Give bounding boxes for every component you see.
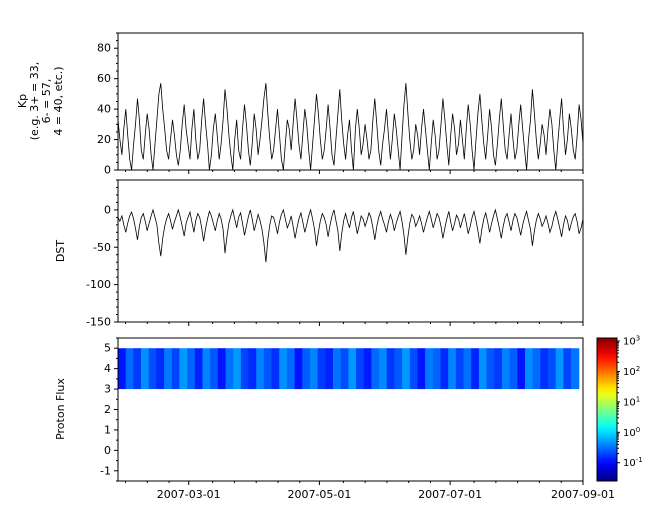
y-tick-label: 4 xyxy=(104,362,111,375)
y-tick-label: -100 xyxy=(86,278,111,291)
proton-flux-band-column xyxy=(432,348,442,390)
proton-flux-band-column xyxy=(455,348,465,390)
proton-flux-band-column xyxy=(271,348,280,390)
proton-flux-band-column xyxy=(179,348,188,390)
proton-flux-band-column xyxy=(563,348,572,390)
kp-series-line xyxy=(117,83,584,171)
proton-flux-band-column xyxy=(417,348,426,390)
proton-flux-band-column xyxy=(440,348,449,390)
proton-flux-band-column xyxy=(340,348,349,390)
y-tick-label: -1 xyxy=(100,464,111,477)
proton-flux-band-column xyxy=(548,348,557,390)
proton-flux-band-column xyxy=(148,348,157,390)
proton-flux-band-column xyxy=(379,348,388,390)
y-tick-label: 40 xyxy=(97,103,111,116)
proton-flux-band-column xyxy=(571,348,580,390)
proton-flux-band-column xyxy=(202,348,211,390)
proton-flux-band-column xyxy=(286,348,296,390)
x-tick-label: 2007-07-01 xyxy=(418,488,482,501)
colorbar-tick-label: 100 xyxy=(623,426,640,439)
proton-flux-band-column xyxy=(263,348,273,390)
y-tick-label: 3 xyxy=(104,383,111,396)
proton-flux-band-column xyxy=(532,348,541,390)
proton-flux-band-column xyxy=(141,348,150,390)
proton-flux-band-column xyxy=(509,348,518,390)
x-tick-label: 2007-05-01 xyxy=(287,488,351,501)
proton-flux-band-column xyxy=(425,348,434,390)
y-tick-label: 0 xyxy=(104,203,111,216)
y-tick-label: -50 xyxy=(93,241,111,254)
proton-flux-band-column xyxy=(501,348,511,390)
x-tick-label: 2007-03-01 xyxy=(157,488,221,501)
proton-flux-band-column xyxy=(363,348,372,390)
proton-flux-band-column xyxy=(279,348,288,390)
colorbar-frame xyxy=(596,337,618,482)
y-tick-label: 0 xyxy=(104,164,111,177)
proton-flux-band-column xyxy=(294,348,303,390)
y-tick-label: 1 xyxy=(104,423,111,436)
proton-flux-band-column xyxy=(302,348,311,390)
panel-frame xyxy=(117,32,584,171)
proton-flux-band-column xyxy=(348,348,357,390)
proton-flux-band-column xyxy=(248,348,257,390)
proton-flux-band-column xyxy=(171,348,181,390)
proton-flux-band-column xyxy=(471,348,480,390)
proton-flux-band-column xyxy=(402,348,411,390)
proton-flux-band-column xyxy=(555,348,564,390)
proton-flux-band-column xyxy=(517,348,526,390)
proton-flux-band-column xyxy=(225,348,234,390)
proton-flux-band-column xyxy=(494,348,503,390)
dst-series-line xyxy=(117,208,584,263)
y-tick-label: 5 xyxy=(104,342,111,355)
proton-flux-band-column xyxy=(325,348,334,390)
proton-flux-band-column xyxy=(156,348,165,390)
colorbar-tick-label: 103 xyxy=(623,335,640,348)
panel-frame xyxy=(117,179,584,323)
proton-flux-band-column xyxy=(409,348,419,390)
proton-flux-axis-label: Proton Flux xyxy=(54,378,67,440)
proton-flux-band-column xyxy=(233,348,242,390)
proton-flux-band-column xyxy=(371,348,380,390)
proton-flux-band-column xyxy=(394,348,403,390)
proton-flux-band-column xyxy=(524,348,534,390)
colorbar xyxy=(597,338,617,481)
proton-flux-band-column xyxy=(217,348,227,390)
proton-flux-band-column xyxy=(125,348,134,390)
proton-flux-band-column xyxy=(486,348,495,390)
y-tick-label: 2 xyxy=(104,403,111,416)
proton-flux-band-column xyxy=(240,348,250,390)
proton-flux-band-column xyxy=(540,348,549,390)
proton-flux-band-column xyxy=(386,348,396,390)
kp-axis-label: Kp (e.g. 3+ = 33, 6- = 57, 4 = 40, etc.) xyxy=(16,26,67,176)
y-tick-label: 20 xyxy=(97,133,111,146)
proton-flux-band-column xyxy=(448,348,457,390)
proton-flux-band-column xyxy=(333,348,342,390)
proton-flux-band-column xyxy=(133,348,142,390)
proton-flux-band-column xyxy=(194,348,204,390)
y-tick-label: 60 xyxy=(97,72,111,85)
proton-flux-band-column xyxy=(356,348,365,390)
proton-flux-band-column xyxy=(256,348,265,390)
colorbar-tick-label: 101 xyxy=(623,395,640,408)
y-tick-label: -150 xyxy=(86,316,111,329)
dst-axis-label: DST xyxy=(54,239,67,263)
proton-flux-band-column xyxy=(463,348,472,390)
proton-flux-band-column xyxy=(309,348,319,390)
proton-flux-band-column xyxy=(210,348,219,390)
proton-flux-band-column xyxy=(478,348,488,390)
y-tick-label: 80 xyxy=(97,42,111,55)
x-tick-label: 2007-09-01 xyxy=(551,488,615,501)
colorbar-tick-label: 102 xyxy=(623,365,640,378)
colorbar-tick-label: 10-1 xyxy=(623,456,643,469)
kp-axis-label-line: 4 = 40, etc.) xyxy=(52,66,65,136)
proton-flux-band-column xyxy=(317,348,326,390)
proton-flux-band-column xyxy=(118,348,127,390)
y-tick-label: 0 xyxy=(104,444,111,457)
proton-flux-band-column xyxy=(187,348,196,390)
proton-flux-band-column xyxy=(164,348,173,390)
